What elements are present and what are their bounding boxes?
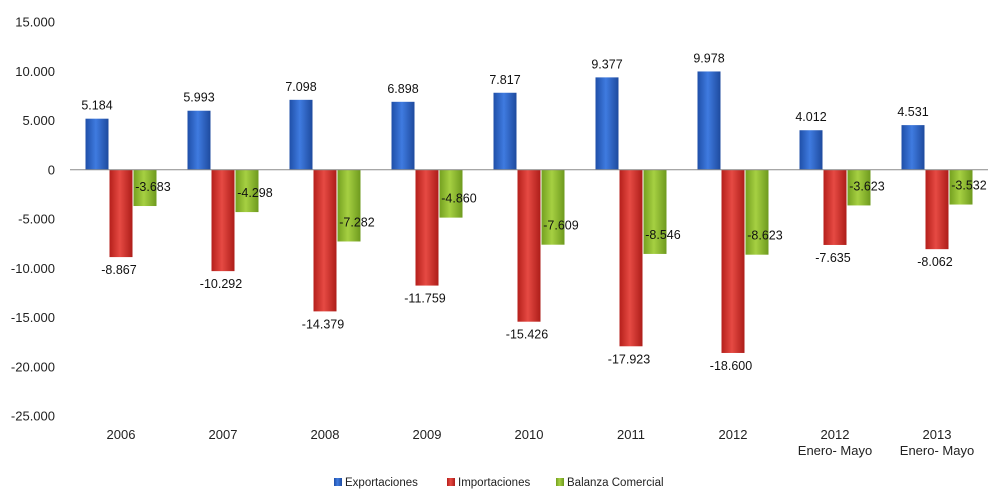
data-label: -8.623 xyxy=(747,229,782,243)
legend-label: Balanza Comercial xyxy=(567,477,664,489)
bar-exportaciones xyxy=(85,118,109,170)
bar-balanza-comercial xyxy=(949,169,973,205)
data-label: -8.867 xyxy=(101,263,136,277)
data-label: -3.683 xyxy=(135,180,170,194)
x-tick-label: 2008 xyxy=(311,427,340,442)
data-label: -3.532 xyxy=(951,179,986,193)
data-label: 7.098 xyxy=(285,80,316,94)
y-tick-label: 15.000 xyxy=(15,15,55,30)
legend-swatch xyxy=(334,478,342,486)
bar-exportaciones xyxy=(289,99,313,170)
bar-exportaciones xyxy=(493,92,517,170)
x-tick-label: 2006 xyxy=(107,427,136,442)
bar-balanza-comercial xyxy=(745,169,769,255)
y-tick-label: -20.000 xyxy=(11,359,55,374)
bar-balanza-comercial xyxy=(439,169,463,218)
legend: Exportaciones Importaciones Balanza Comerc… xyxy=(334,477,664,489)
bar-importaciones xyxy=(415,169,439,286)
data-label: -10.292 xyxy=(200,277,242,291)
bar-balanza-comercial xyxy=(541,169,565,245)
y-tick-label: -10.000 xyxy=(11,261,55,276)
data-label: -8.546 xyxy=(645,228,680,242)
y-tick-label: -15.000 xyxy=(11,310,55,325)
data-label: 7.817 xyxy=(489,73,520,87)
legend-swatch xyxy=(447,478,455,486)
data-label: -7.609 xyxy=(543,219,578,233)
legend-label: Exportaciones xyxy=(345,477,418,489)
legend-swatch xyxy=(556,478,564,486)
data-label: 9.978 xyxy=(693,51,724,65)
data-label: 9.377 xyxy=(591,57,622,71)
data-label: 5.184 xyxy=(81,99,112,113)
data-label: 5.993 xyxy=(183,91,214,105)
x-tick-label: 2010 xyxy=(515,427,544,442)
x-tick-label: 2009 xyxy=(413,427,442,442)
data-label: -7.635 xyxy=(815,251,850,265)
data-label: -3.623 xyxy=(849,179,884,193)
x-tick-sublabel: Enero- Mayo xyxy=(798,443,872,458)
bar-balanza-comercial xyxy=(337,169,361,242)
y-tick-label: 0 xyxy=(48,162,55,177)
y-tick-label: -25.000 xyxy=(11,409,55,424)
x-tick-label: 2011 xyxy=(617,427,645,442)
bar-importaciones xyxy=(109,169,133,258)
bar-balanza-comercial xyxy=(235,169,259,213)
data-label: -15.426 xyxy=(506,328,548,342)
bar-balanza-comercial xyxy=(643,169,667,254)
data-label: -4.860 xyxy=(441,192,476,206)
data-label: 4.012 xyxy=(795,110,826,124)
x-tick-label: 2007 xyxy=(209,427,238,442)
y-tick-label: 10.000 xyxy=(15,64,55,79)
data-labels: 5.184 -8.867 -3.683 5.993 -10.292 -4.298 7.098… xyxy=(81,51,986,372)
y-axis: 15.000 10.000 5.000 0 -5.000 -10.000 -15.000 -2… xyxy=(11,15,55,424)
x-tick-label: 2012 xyxy=(719,427,748,442)
bar-balanza-comercial xyxy=(133,169,157,207)
data-label: -14.379 xyxy=(302,317,344,331)
bar-importaciones xyxy=(721,169,745,353)
bar-exportaciones xyxy=(391,101,415,170)
data-label: -7.282 xyxy=(339,215,374,229)
bar-exportaciones xyxy=(697,71,721,170)
bars xyxy=(85,71,973,353)
bar-importaciones xyxy=(313,169,337,312)
data-label: 4.531 xyxy=(897,105,928,119)
bar-exportaciones xyxy=(799,130,823,170)
y-tick-label: 5.000 xyxy=(22,113,55,128)
bar-exportaciones xyxy=(901,125,925,170)
bar-importaciones xyxy=(211,169,235,272)
data-label: -4.298 xyxy=(237,186,272,200)
bar-balanza-comercial xyxy=(847,169,871,206)
data-label: -17.923 xyxy=(608,352,650,366)
data-label: 6.898 xyxy=(387,82,418,96)
x-tick-label: 2013 xyxy=(923,427,952,442)
bar-importaciones xyxy=(619,169,643,347)
data-label: -18.600 xyxy=(710,359,752,373)
data-label: -11.759 xyxy=(404,292,446,306)
bar-importaciones xyxy=(517,169,541,322)
bar-exportaciones xyxy=(595,77,619,170)
y-tick-label: -5.000 xyxy=(18,212,55,227)
x-tick-sublabel: Enero- Mayo xyxy=(900,443,974,458)
legend-label: Importaciones xyxy=(458,477,530,489)
bar-importaciones xyxy=(925,169,949,250)
bar-importaciones xyxy=(823,169,847,245)
x-tick-label: 2012 xyxy=(821,427,850,442)
data-label: -8.062 xyxy=(917,255,952,269)
bar-exportaciones xyxy=(187,110,211,170)
